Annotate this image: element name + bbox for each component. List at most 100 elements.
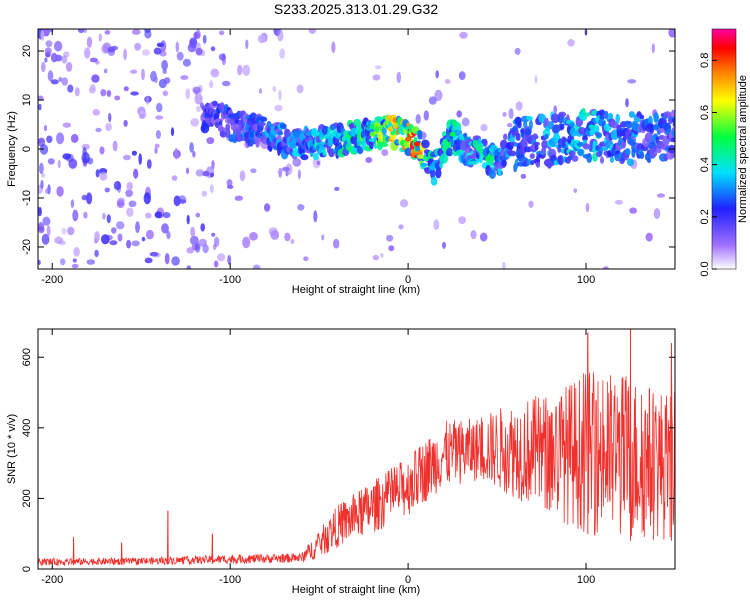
noise-blob: [130, 69, 138, 74]
ridge-blob: [356, 146, 364, 155]
noise-blob: [198, 238, 207, 247]
noise-blob: [144, 257, 153, 264]
ridge-blob: [534, 144, 539, 151]
spectrogram-x-ticks: -200 -100 0 100: [41, 29, 595, 286]
noise-blob: [155, 115, 164, 120]
noise-blob: [38, 226, 45, 234]
ridge-blob: [313, 152, 319, 161]
noise-blob: [84, 47, 91, 59]
ridge-blob: [455, 126, 462, 131]
y-tick-label: 200: [21, 489, 33, 507]
noise-blob: [258, 88, 263, 94]
colorbar-tick-label: 0.2: [699, 209, 711, 224]
noise-blob: [46, 135, 53, 144]
ridge-blob: [670, 137, 675, 143]
noise-blob: [226, 184, 234, 189]
noise-blob: [433, 219, 440, 231]
ridge-blob: [413, 136, 418, 142]
noise-blob: [123, 86, 129, 92]
ridge-blob: [557, 155, 564, 166]
noise-blob: [154, 211, 163, 219]
noise-blob: [47, 70, 54, 82]
ridge-blob: [569, 122, 575, 128]
ridge-blob: [439, 153, 449, 164]
noise-blob: [514, 47, 521, 55]
noise-blob: [415, 114, 421, 124]
noise-blob: [209, 184, 214, 194]
ridge-blob: [218, 127, 226, 132]
noise-blob: [161, 223, 169, 234]
noise-blob: [50, 52, 58, 63]
ridge-blob: [636, 111, 642, 117]
noise-blob: [209, 80, 214, 89]
noise-blob: [153, 47, 162, 55]
noise-blob: [331, 41, 336, 54]
ridge-peak: [422, 156, 429, 162]
noise-blob: [45, 188, 50, 194]
noise-blob: [195, 212, 201, 218]
noise-blob: [156, 42, 165, 48]
noise-blob: [45, 40, 53, 48]
noise-blob: [470, 230, 477, 240]
noise-blob: [74, 87, 80, 97]
noise-blob: [202, 170, 210, 177]
noise-blob: [459, 31, 468, 39]
ridge-blob: [652, 145, 657, 152]
noise-blob: [257, 34, 266, 44]
ridge-peak: [414, 141, 420, 147]
noise-blob: [653, 208, 661, 220]
noise-blob: [61, 227, 67, 235]
noise-blob: [278, 89, 282, 101]
ridge-blob: [541, 140, 549, 149]
noise-blob: [279, 48, 286, 59]
noise-blob: [334, 186, 340, 191]
x-tick-label: -200: [41, 274, 63, 286]
noise-blob: [272, 86, 277, 92]
noise-blob: [145, 229, 154, 240]
noise-blob: [71, 263, 79, 269]
noise-blob: [627, 79, 637, 84]
ridge-blob: [604, 110, 609, 120]
ridge-blob: [247, 138, 254, 147]
noise-blob: [77, 29, 85, 34]
noise-blob: [567, 39, 575, 47]
noise-blob: [171, 175, 178, 181]
x-tick-label: -100: [219, 574, 241, 586]
noise-blob: [278, 167, 283, 178]
ridge-blob: [503, 133, 508, 141]
ridge-peak: [485, 156, 492, 162]
noise-blob: [39, 162, 44, 175]
noise-blob: [67, 226, 75, 236]
ridge-blob: [626, 158, 635, 167]
ridge-blob: [435, 168, 442, 179]
noise-blob: [185, 88, 191, 100]
noise-blob: [42, 216, 51, 226]
noise-blob: [162, 68, 167, 74]
x-tick-label: 100: [577, 574, 595, 586]
ridge-blob: [593, 124, 600, 135]
ridge-blob: [557, 146, 562, 153]
snr-y-label: SNR (10 * v/v): [6, 414, 18, 484]
noise-blob: [178, 199, 187, 204]
ridge-blob: [322, 150, 327, 157]
noise-blob: [116, 221, 125, 230]
y-tick-label: 0: [21, 146, 33, 152]
noise-blob: [242, 64, 251, 76]
noise-blob: [98, 33, 103, 42]
ridge-blob: [446, 147, 454, 157]
noise-blob: [109, 240, 118, 246]
noise-blob: [58, 240, 66, 246]
ridge-blob: [515, 132, 521, 141]
noise-blob: [57, 159, 61, 169]
noise-blob: [43, 124, 48, 132]
ridge-blob: [293, 147, 299, 158]
noise-blob: [187, 43, 197, 53]
ridge-blob: [259, 116, 268, 122]
ridge-blob: [598, 144, 603, 156]
y-tick-label: -20: [21, 239, 33, 255]
ridge-peak: [387, 126, 394, 132]
noise-blob: [210, 68, 220, 78]
noise-blob: [86, 192, 93, 205]
ridge-blob: [526, 116, 533, 121]
